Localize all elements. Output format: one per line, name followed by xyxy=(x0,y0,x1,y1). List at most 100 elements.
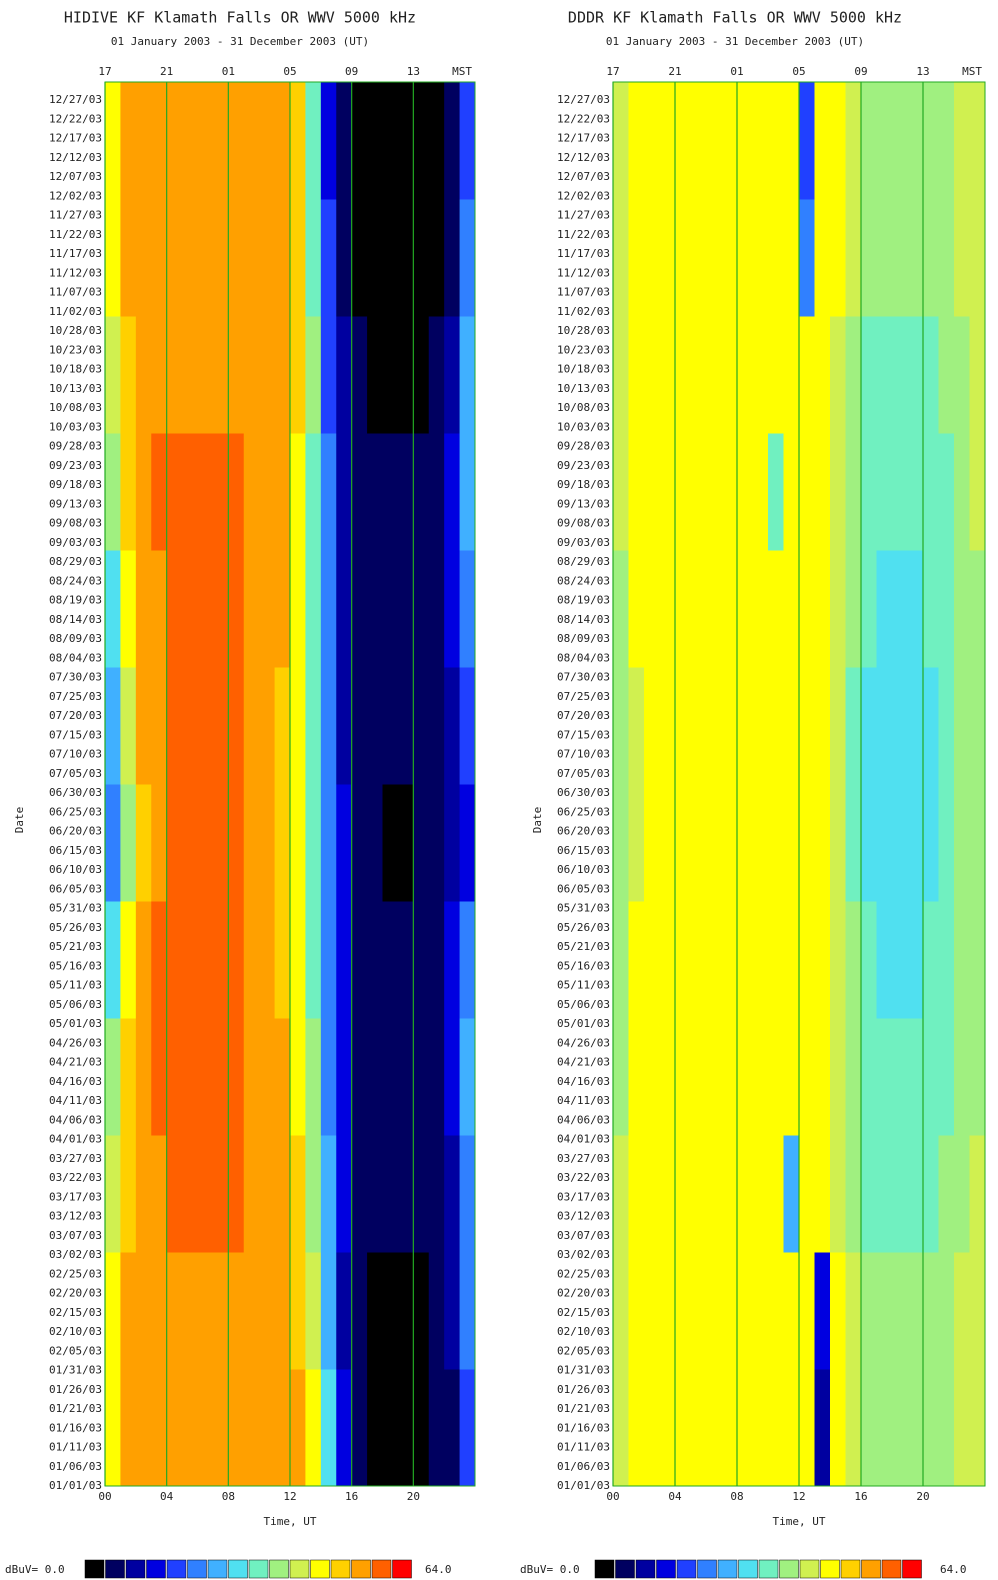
heatmap-cell xyxy=(722,901,738,1019)
heatmap-cell xyxy=(213,1252,229,1370)
heatmap-cell xyxy=(815,1135,831,1253)
y-tick-label: 05/21/03 xyxy=(49,940,102,953)
heatmap-cell xyxy=(706,667,722,785)
heatmap-cell xyxy=(321,199,337,317)
heatmap-cell xyxy=(167,199,183,317)
heatmap-cell xyxy=(105,1018,121,1136)
heatmap-cell xyxy=(352,901,368,1019)
heatmap-cell xyxy=(167,784,183,902)
colorbar-swatch xyxy=(106,1560,125,1578)
heatmap-cell xyxy=(753,1369,769,1487)
heatmap-cell xyxy=(613,82,629,200)
heatmap-cell xyxy=(753,1018,769,1136)
x2-tick-label: 17 xyxy=(98,65,111,78)
heatmap-cell xyxy=(305,1135,321,1253)
heatmap-cell xyxy=(352,199,368,317)
heatmap-cell xyxy=(398,316,414,434)
heatmap-cell xyxy=(799,784,815,902)
heatmap-cell xyxy=(105,199,121,317)
heatmap-cell xyxy=(970,1369,986,1487)
y-tick-label: 01/16/03 xyxy=(49,1421,102,1434)
heatmap-cell xyxy=(613,199,629,317)
heatmap-cell xyxy=(429,667,445,785)
x2-tick-label: 21 xyxy=(668,65,681,78)
y-tick-label: 11/12/03 xyxy=(557,266,610,279)
heatmap-cell xyxy=(182,550,198,668)
heatmap-cell xyxy=(846,316,862,434)
heatmap-cell xyxy=(877,316,893,434)
y-tick-label: 07/15/03 xyxy=(557,728,610,741)
heatmap-cell xyxy=(970,901,986,1019)
heatmap-cell xyxy=(413,433,429,551)
y-tick-label: 04/16/03 xyxy=(557,1075,610,1088)
colorbar-swatch xyxy=(85,1560,104,1578)
heatmap-cell xyxy=(228,901,244,1019)
colorbar-swatch xyxy=(208,1560,227,1578)
heatmap-cell xyxy=(259,1252,275,1370)
y-tick-label: 04/01/03 xyxy=(49,1133,102,1146)
heatmap-cell xyxy=(861,316,877,434)
heatmap-cell xyxy=(970,316,986,434)
x2-tick-label: 09 xyxy=(345,65,358,78)
y-tick-label: 09/13/03 xyxy=(557,497,610,510)
colorbar-swatch xyxy=(636,1560,655,1578)
heatmap-cell xyxy=(877,433,893,551)
heatmap-cell xyxy=(244,1252,260,1370)
heatmap-cell xyxy=(877,82,893,200)
heatmap-cell xyxy=(305,1018,321,1136)
heatmap-cell xyxy=(815,433,831,551)
heatmap-cell xyxy=(167,901,183,1019)
y-tick-label: 01/26/03 xyxy=(49,1383,102,1396)
heatmap-cell xyxy=(660,316,676,434)
y-tick-label: 06/20/03 xyxy=(557,825,610,838)
heatmap-cell xyxy=(613,316,629,434)
heatmap-cell xyxy=(275,1135,291,1253)
heatmap-cell xyxy=(706,784,722,902)
heatmap-cell xyxy=(954,199,970,317)
heatmap-cell xyxy=(167,316,183,434)
y-tick-label: 05/26/03 xyxy=(557,921,610,934)
heatmap-cell xyxy=(398,901,414,1019)
heatmap-cell xyxy=(629,433,645,551)
heatmap-cell xyxy=(753,82,769,200)
heatmap-cell xyxy=(290,901,306,1019)
heatmap-cell xyxy=(120,82,136,200)
y-tick-label: 01/21/03 xyxy=(49,1402,102,1415)
y-tick-label: 09/23/03 xyxy=(49,459,102,472)
heatmap-cell xyxy=(675,82,691,200)
heatmap-cell xyxy=(908,82,924,200)
heatmap-cell xyxy=(613,784,629,902)
heatmap-cell xyxy=(182,1252,198,1370)
heatmap-cell xyxy=(660,1135,676,1253)
heatmap-cell xyxy=(613,550,629,668)
y-tick-label: 10/03/03 xyxy=(49,420,102,433)
heatmap-cell xyxy=(629,901,645,1019)
heatmap-cell xyxy=(305,1369,321,1487)
heatmap-cell xyxy=(877,1018,893,1136)
heatmap-cell xyxy=(105,82,121,200)
x-tick-label: 04 xyxy=(668,1490,682,1503)
heatmap-cell xyxy=(830,199,846,317)
heatmap-cell xyxy=(367,667,383,785)
y-tick-label: 05/01/03 xyxy=(49,1017,102,1030)
heatmap-cell xyxy=(352,316,368,434)
y-tick-label: 12/12/03 xyxy=(557,151,610,164)
heatmap-cell xyxy=(939,1252,955,1370)
heatmap-cell xyxy=(198,316,214,434)
heatmap-cell xyxy=(675,667,691,785)
heatmap-cell xyxy=(136,1018,152,1136)
y-tick-label: 10/13/03 xyxy=(557,382,610,395)
colorbar-swatch xyxy=(780,1560,799,1578)
heatmap-cell xyxy=(352,1018,368,1136)
heatmap-cell xyxy=(706,433,722,551)
heatmap-cell xyxy=(398,433,414,551)
heatmap-cell xyxy=(737,199,753,317)
heatmap-cell xyxy=(136,199,152,317)
y-tick-label: 08/24/03 xyxy=(557,574,610,587)
heatmap-cell xyxy=(367,784,383,902)
y-tick-label: 09/03/03 xyxy=(557,536,610,549)
heatmap-cell xyxy=(846,784,862,902)
heatmap-cell xyxy=(275,1018,291,1136)
heatmap-cell xyxy=(167,82,183,200)
heatmap-cell xyxy=(336,82,352,200)
